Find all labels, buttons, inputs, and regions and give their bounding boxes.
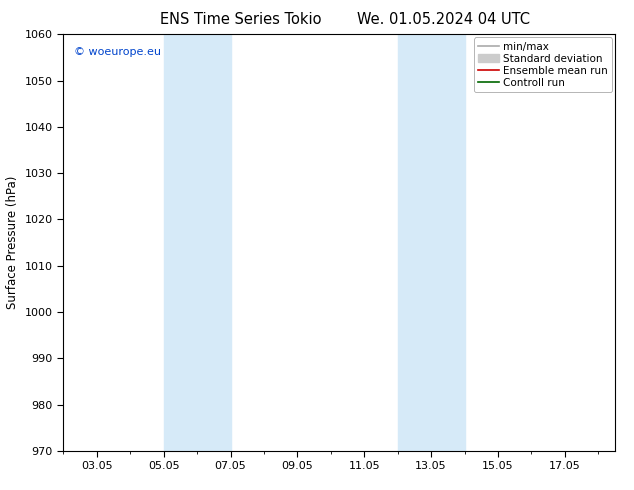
Bar — [164, 34, 231, 451]
Text: © woeurope.eu: © woeurope.eu — [74, 47, 162, 57]
Text: We. 01.05.2024 04 UTC: We. 01.05.2024 04 UTC — [358, 12, 530, 27]
Text: ENS Time Series Tokio: ENS Time Series Tokio — [160, 12, 321, 27]
Legend: min/max, Standard deviation, Ensemble mean run, Controll run: min/max, Standard deviation, Ensemble me… — [474, 37, 612, 92]
Bar — [398, 34, 465, 451]
Y-axis label: Surface Pressure (hPa): Surface Pressure (hPa) — [6, 176, 19, 309]
